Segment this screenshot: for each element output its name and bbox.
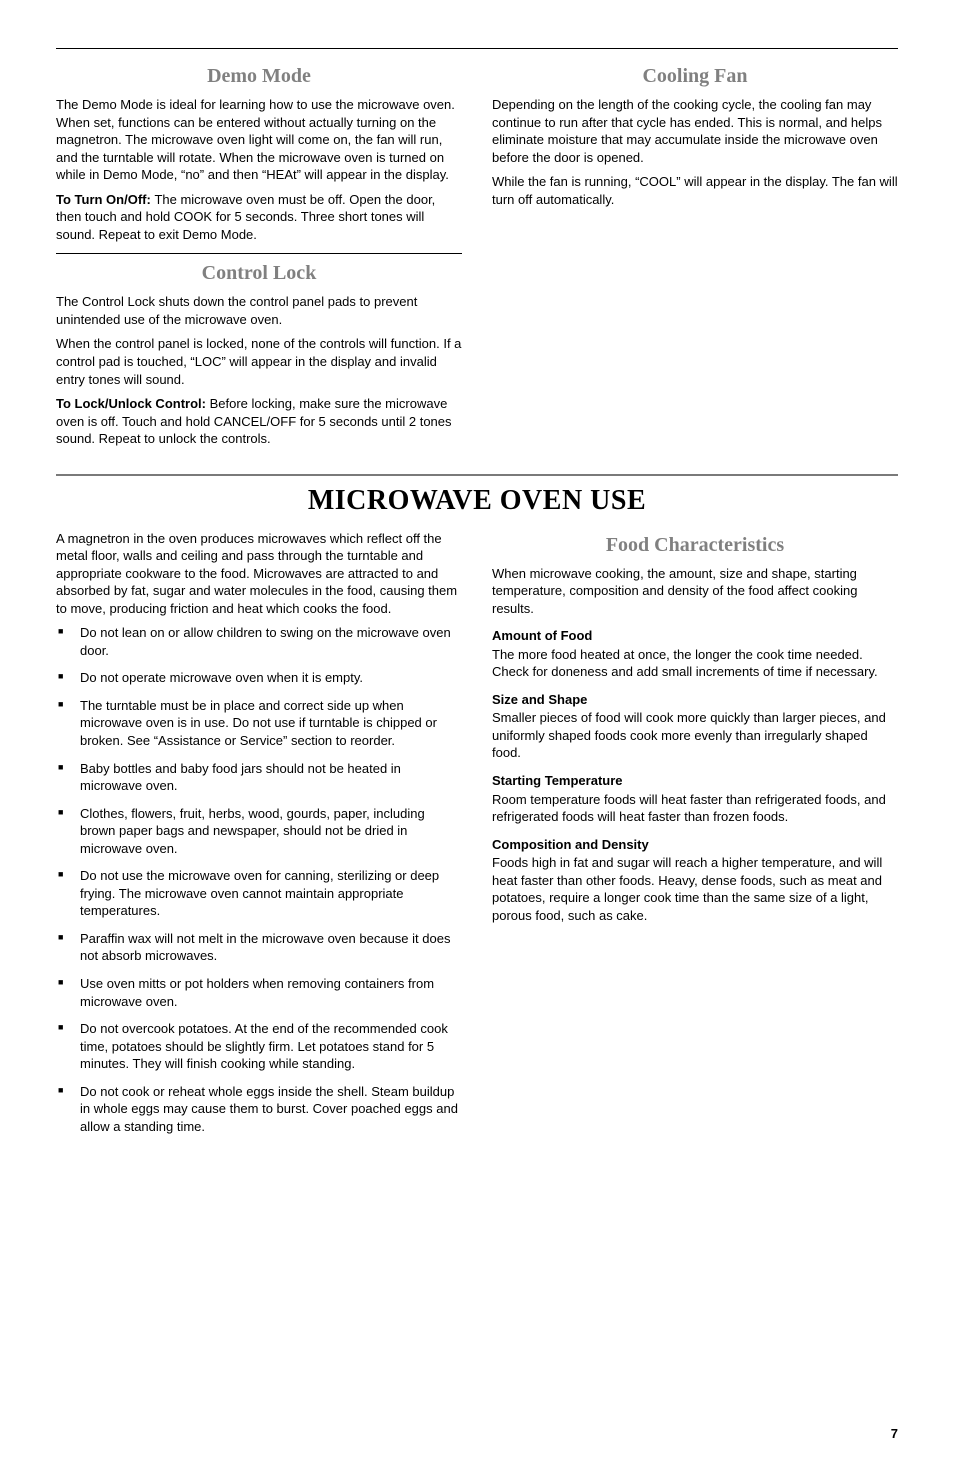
- food-subsection-body: Foods high in fat and sugar will reach a…: [492, 854, 898, 924]
- food-subsection-body: The more food heated at once, the longer…: [492, 646, 898, 681]
- food-subsection-title: Composition and Density: [492, 836, 898, 854]
- top-two-column-region: Demo Mode The Demo Mode is ideal for lea…: [56, 59, 898, 456]
- cooling-fan-body-1: Depending on the length of the cooking c…: [492, 96, 898, 166]
- main-two-column-region: A magnetron in the oven produces microwa…: [56, 530, 898, 1146]
- list-item: Do not overcook potatoes. At the end of …: [56, 1020, 462, 1073]
- demo-mode-section: Demo Mode The Demo Mode is ideal for lea…: [56, 63, 462, 243]
- demo-mode-body-1: The Demo Mode is ideal for learning how …: [56, 96, 462, 184]
- top-left-column: Demo Mode The Demo Mode is ideal for lea…: [56, 59, 462, 456]
- food-subsection-title: Amount of Food: [492, 627, 898, 645]
- top-right-column: Cooling Fan Depending on the length of t…: [492, 59, 898, 456]
- list-item: Paraffin wax will not melt in the microw…: [56, 930, 462, 965]
- control-lock-body-2: When the control panel is locked, none o…: [56, 335, 462, 388]
- food-characteristics-subsections: Amount of FoodThe more food heated at on…: [492, 627, 898, 924]
- main-intro-paragraph: A magnetron in the oven produces microwa…: [56, 530, 462, 618]
- food-subsection-body: Room temperature foods will heat faster …: [492, 791, 898, 826]
- list-item: Do not use the microwave oven for cannin…: [56, 867, 462, 920]
- page-number: 7: [56, 1425, 898, 1443]
- list-item: Do not lean on or allow children to swin…: [56, 624, 462, 659]
- list-item: Use oven mitts or pot holders when remov…: [56, 975, 462, 1010]
- main-heading: MICROWAVE OVEN USE: [56, 482, 898, 520]
- page-top-rule: [56, 48, 898, 49]
- list-item: The turntable must be in place and corre…: [56, 697, 462, 750]
- demo-mode-onoff-label: To Turn On/Off:: [56, 192, 154, 207]
- control-lock-label: To Lock/Unlock Control:: [56, 396, 210, 411]
- cooling-fan-body-2: While the fan is running, “COOL” will ap…: [492, 173, 898, 208]
- main-safety-list: Do not lean on or allow children to swin…: [56, 624, 462, 1135]
- cooling-fan-heading: Cooling Fan: [492, 63, 898, 90]
- list-item: Do not cook or reheat whole eggs inside …: [56, 1083, 462, 1136]
- food-subsection-body: Smaller pieces of food will cook more qu…: [492, 709, 898, 762]
- control-lock-body-3: To Lock/Unlock Control: Before locking, …: [56, 395, 462, 448]
- main-left-column: A magnetron in the oven produces microwa…: [56, 530, 462, 1146]
- food-subsection-title: Starting Temperature: [492, 772, 898, 790]
- control-lock-section: Control Lock The Control Lock shuts down…: [56, 260, 462, 447]
- list-item: Do not operate microwave oven when it is…: [56, 669, 462, 687]
- list-item: Clothes, flowers, fruit, herbs, wood, go…: [56, 805, 462, 858]
- food-characteristics-intro: When microwave cooking, the amount, size…: [492, 565, 898, 618]
- main-section-divider: [56, 474, 898, 476]
- control-lock-heading: Control Lock: [56, 260, 462, 287]
- demo-mode-body-2: To Turn On/Off: The microwave oven must …: [56, 191, 462, 244]
- list-item: Baby bottles and baby food jars should n…: [56, 760, 462, 795]
- demo-mode-heading: Demo Mode: [56, 63, 462, 90]
- cooling-fan-section: Cooling Fan Depending on the length of t…: [492, 63, 898, 208]
- control-lock-body-1: The Control Lock shuts down the control …: [56, 293, 462, 328]
- left-column-divider: [56, 253, 462, 254]
- main-right-column: Food Characteristics When microwave cook…: [492, 530, 898, 1146]
- food-subsection-title: Size and Shape: [492, 691, 898, 709]
- food-characteristics-heading: Food Characteristics: [492, 532, 898, 559]
